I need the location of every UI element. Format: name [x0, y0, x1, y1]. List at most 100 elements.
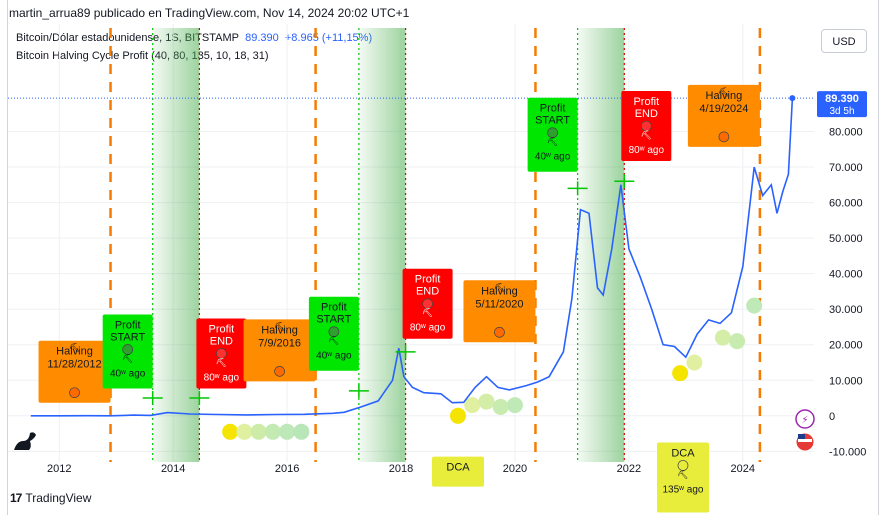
label-text: 4/19/2024 — [699, 103, 748, 115]
x-tick-label: 2012 — [47, 463, 71, 475]
halving-label-box — [687, 84, 760, 147]
last-price-badge — [817, 91, 867, 118]
x-tick-label: 2014 — [161, 463, 185, 475]
y-tick-label: 20.000 — [829, 340, 863, 352]
chart-frame — [7, 0, 879, 515]
pickaxe-icon: ⛏ — [122, 353, 133, 363]
label-text: START — [535, 115, 570, 127]
label-text: Profit — [633, 96, 659, 108]
y-tick-label: 0 — [829, 411, 835, 423]
status-dot — [547, 127, 558, 139]
label-text: Profit — [209, 323, 235, 335]
dca-marker — [222, 423, 239, 440]
publisher-line: martin_arrua89 publicado en TradingView.… — [9, 6, 410, 20]
pickaxe-icon: ⛏ — [69, 343, 80, 353]
pickaxe-icon: ⛏ — [494, 282, 505, 292]
label-text: 80ʷ ago — [410, 323, 446, 334]
y-tick-label: -10.000 — [829, 446, 866, 458]
label-text: 135ʷ ago — [663, 484, 704, 495]
signal-cross-marker — [567, 181, 588, 196]
pickaxe-icon: ⛏ — [216, 357, 227, 367]
pickaxe-icon: ⛏ — [328, 336, 339, 346]
x-tick-label: 2018 — [389, 463, 413, 475]
pickaxe-icon: ⛏ — [718, 87, 729, 97]
flag-canton — [798, 434, 805, 439]
status-dot — [274, 366, 285, 377]
label-text: Profit — [415, 274, 441, 286]
signal-cross-marker — [348, 383, 369, 398]
status-dot — [422, 298, 433, 310]
label-text: START — [110, 331, 145, 343]
profit-zone — [358, 28, 406, 462]
profit-zone — [152, 28, 200, 462]
lightning-icon — [795, 409, 815, 429]
label-text: END — [210, 335, 233, 347]
dca-label-box — [656, 442, 709, 513]
label-text: Halving — [706, 90, 743, 102]
dca-marker — [250, 423, 267, 440]
price-change: +8.965 (+11,15%) — [284, 32, 373, 44]
pickaxe-icon: ⛏ — [547, 137, 558, 147]
status-dot — [69, 387, 80, 399]
label-text: 40ʷ ago — [110, 368, 146, 379]
dca-marker — [478, 393, 495, 410]
x-tick-label: 2020 — [503, 463, 527, 475]
label-text: END — [635, 108, 658, 120]
label-text: Profit — [540, 103, 566, 115]
x-tick-label: 2024 — [731, 463, 755, 475]
dca-marker — [729, 333, 746, 350]
price-series-line — [30, 98, 794, 417]
lightning-glyph: ⚡ — [801, 415, 808, 426]
status-dot — [494, 326, 505, 338]
label-text: START — [316, 314, 351, 326]
y-tick-label: 50.000 — [829, 233, 863, 245]
dca-marker — [236, 423, 253, 440]
currency-button[interactable]: USD — [821, 29, 867, 53]
y-tick-label: 10.000 — [829, 375, 863, 387]
label-text: END — [416, 286, 439, 298]
pickaxe-icon: ⛏ — [677, 469, 688, 479]
halving-label-box — [463, 280, 536, 343]
label-text: Halving — [56, 346, 93, 358]
footer[interactable]: 17 TradingView — [10, 491, 91, 505]
indicator-legend[interactable]: Bitcoin Halving Cycle Profit (40, 80, 13… — [16, 50, 269, 62]
dca-marker — [449, 407, 466, 424]
label-text: 40ʷ ago — [316, 351, 352, 362]
dca-marker — [746, 297, 763, 314]
label-text: 80ʷ ago — [629, 145, 665, 156]
dca-marker — [714, 329, 731, 346]
last-price-badge-value: 89.390 — [825, 93, 859, 105]
signal-cross-marker — [189, 391, 210, 406]
status-dot — [328, 326, 340, 338]
profit-zone — [577, 28, 625, 462]
signal-cross-marker — [395, 344, 416, 359]
y-tick-label: 30.000 — [829, 304, 863, 316]
dino-logo-icon — [14, 432, 36, 450]
dca_low-label-box — [431, 456, 484, 487]
pickaxe-icon: ⛏ — [274, 321, 285, 331]
dca-marker — [293, 423, 310, 440]
flag-stripe — [798, 439, 812, 442]
x-tick-label: 2022 — [617, 463, 641, 475]
label-text: Profit — [321, 302, 347, 314]
last-price-countdown: 3d 5h — [829, 106, 854, 117]
brand-name: TradingView — [25, 491, 92, 505]
status-dot — [677, 460, 689, 471]
label-text: 7/9/2016 — [258, 337, 301, 349]
label-text: 80ʷ ago — [204, 372, 240, 383]
label-text: Halving — [261, 324, 298, 336]
dca-marker — [492, 398, 509, 415]
dca-marker — [686, 354, 703, 371]
status-dot — [122, 344, 134, 355]
dca-marker — [279, 423, 296, 440]
status-dot — [718, 131, 730, 143]
y-tick-label: 40.000 — [829, 269, 863, 281]
x-tick-label: 2016 — [275, 463, 299, 475]
pickaxe-icon: ⛏ — [641, 130, 652, 140]
label-text: DCA — [671, 447, 695, 459]
label-text: 5/11/2020 — [475, 298, 523, 310]
dca-marker — [506, 397, 523, 414]
status-dot — [216, 348, 227, 359]
signal-cross-marker — [142, 391, 163, 406]
